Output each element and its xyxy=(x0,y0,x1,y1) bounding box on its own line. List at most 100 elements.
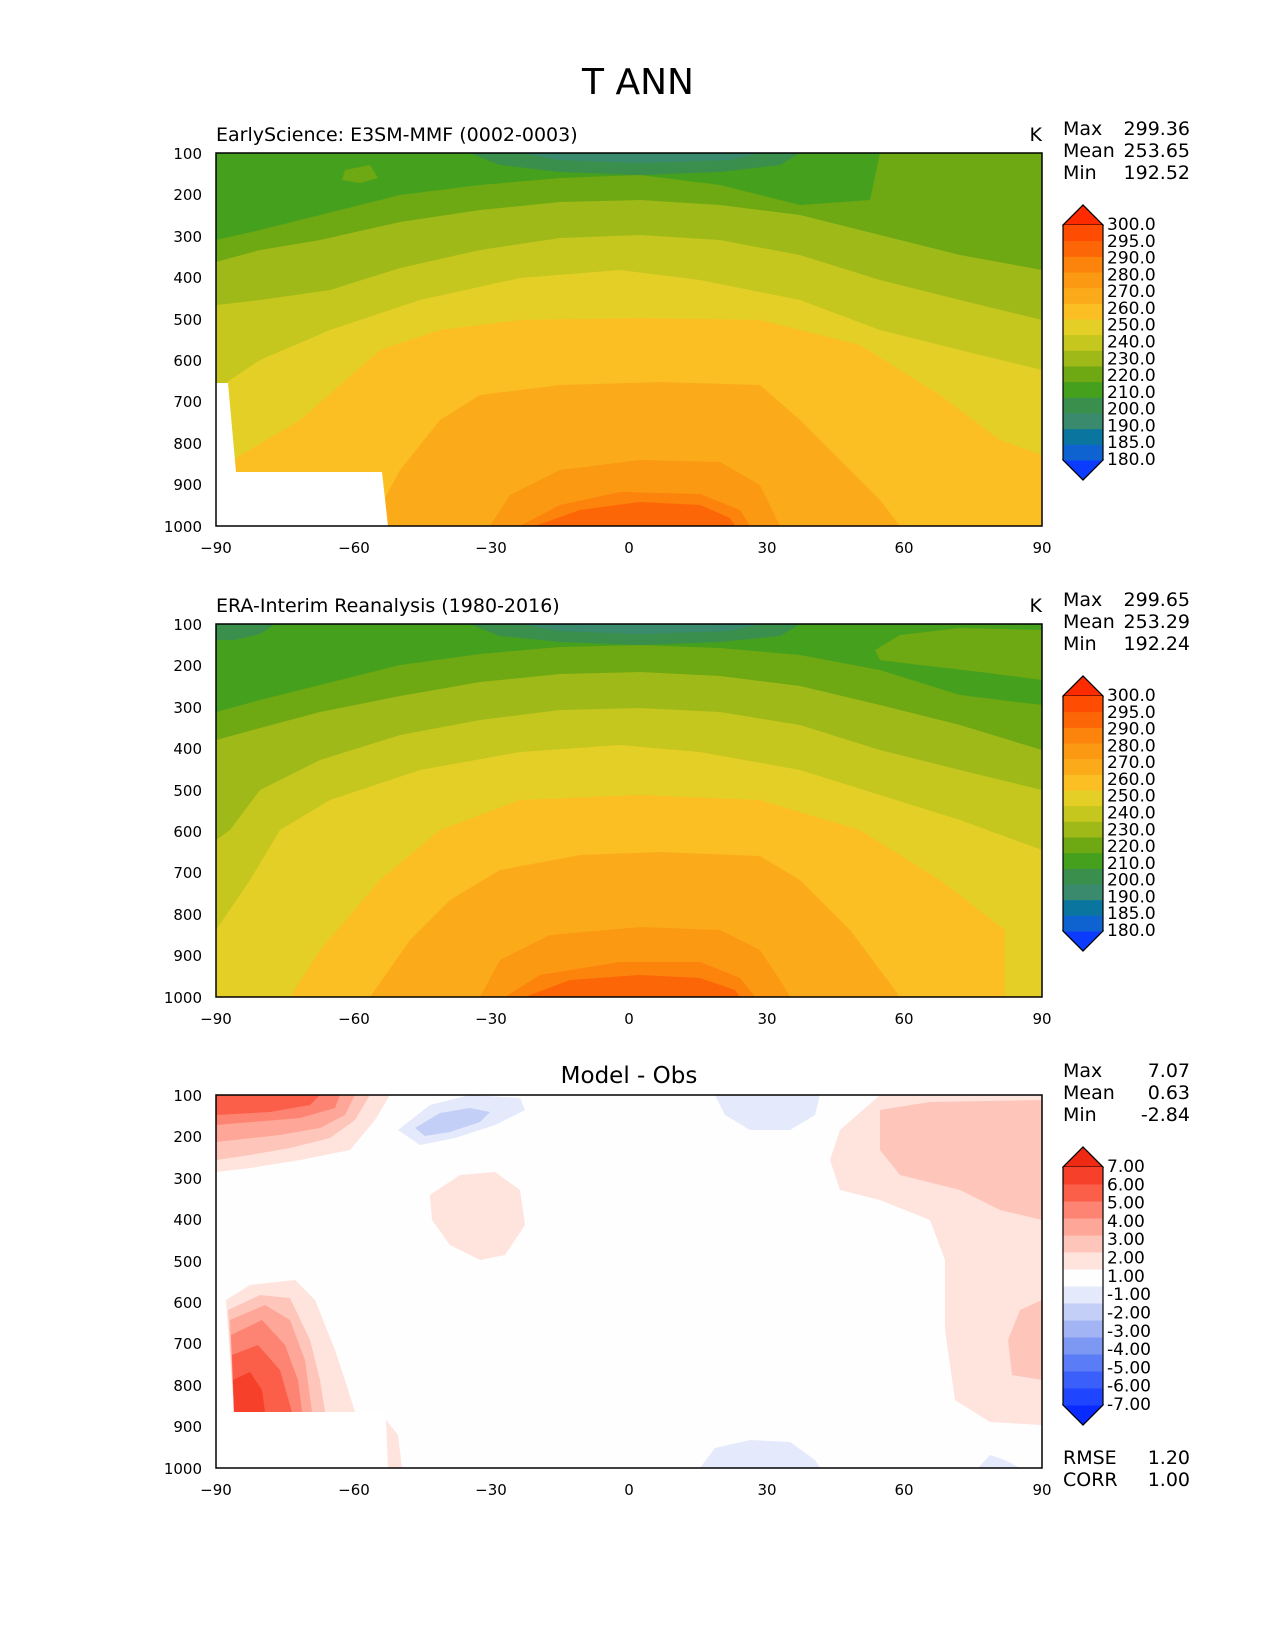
colorbar-tick-label: 4.00 xyxy=(1107,1212,1145,1232)
plot-frame xyxy=(215,1094,1043,1469)
y-tick-label: 600 xyxy=(173,1294,202,1312)
max-value: 7.07 xyxy=(1148,1060,1190,1082)
colorbar-segment xyxy=(1063,287,1103,304)
colorbar-tick-label: -6.00 xyxy=(1107,1377,1151,1397)
max-label: Max xyxy=(1063,589,1102,611)
colorbar-segment xyxy=(1063,1388,1103,1406)
x-axis-ticks: −90 −60 −30 0 30 60 90 xyxy=(200,1010,1051,1028)
y-tick-label: 400 xyxy=(173,1211,202,1229)
mean-label: Mean xyxy=(1063,140,1115,162)
x-tick-label: −30 xyxy=(475,1481,507,1499)
colorbar-segment xyxy=(1063,397,1103,414)
corr-value: 1.00 xyxy=(1148,1469,1190,1491)
y-tick-label: 700 xyxy=(173,864,202,882)
colorbar-tick-label: 230.0 xyxy=(1107,349,1156,369)
colorbar-extend-min xyxy=(1061,1404,1105,1426)
colorbar-tick-label: -3.00 xyxy=(1107,1322,1151,1342)
min-value: 192.52 xyxy=(1124,162,1190,184)
x-tick-label: −60 xyxy=(338,1010,370,1028)
colorbar-segment xyxy=(1063,805,1103,822)
colorbar-tick-label: 220.0 xyxy=(1107,366,1156,386)
max-value: 299.36 xyxy=(1124,118,1190,140)
colorbar-segment xyxy=(1063,1354,1103,1372)
colorbar-extend-max xyxy=(1061,204,1105,226)
colorbar-segment xyxy=(1063,1371,1103,1389)
y-tick-label: 100 xyxy=(173,145,202,163)
rmse-label: RMSE xyxy=(1063,1447,1117,1469)
x-tick-label: −30 xyxy=(475,1010,507,1028)
colorbar-segment xyxy=(1063,1337,1103,1355)
min-label: Min xyxy=(1063,633,1097,655)
x-tick-label: −90 xyxy=(200,539,232,557)
stats-block: Max 299.65 Mean 253.29 Min 192.24 xyxy=(1063,589,1190,655)
colorbar-segment xyxy=(1063,366,1103,383)
colorbar-tick-label: 280.0 xyxy=(1107,736,1156,756)
y-tick-label: 900 xyxy=(173,476,202,494)
colorbar-segment xyxy=(1063,1320,1103,1338)
plot-frame xyxy=(215,152,1043,527)
colorbar-tick-label: 3.00 xyxy=(1107,1230,1145,1250)
colorbar-tick-label: 230.0 xyxy=(1107,820,1156,840)
colorbar-segment xyxy=(1063,381,1103,398)
colorbar-segment xyxy=(1063,1167,1103,1185)
colorbar-tick-label: 200.0 xyxy=(1107,400,1156,420)
panel-obs: ERA-Interim Reanalysis (1980-2016) K 100… xyxy=(164,589,1190,1028)
colorbar-segment xyxy=(1063,711,1103,728)
max-label: Max xyxy=(1063,1060,1102,1082)
colorbar-segment xyxy=(1063,428,1103,445)
colorbar-segment xyxy=(1063,915,1103,932)
x-tick-label: 0 xyxy=(624,539,634,557)
y-tick-label: 1000 xyxy=(164,518,202,536)
x-tick-label: 0 xyxy=(624,1481,634,1499)
y-tick-label: 200 xyxy=(173,1128,202,1146)
colorbar-tick-label: 190.0 xyxy=(1107,887,1156,907)
panel-title: Model - Obs xyxy=(561,1063,698,1089)
colorbar-tick-label: 185.0 xyxy=(1107,904,1156,924)
colorbar-tick-label: 7.00 xyxy=(1107,1157,1145,1177)
rmse-value: 1.20 xyxy=(1148,1447,1190,1469)
colorbar-segment xyxy=(1063,790,1103,807)
colorbar-segment xyxy=(1063,1218,1103,1236)
colorbar-tick-label: 280.0 xyxy=(1107,265,1156,285)
colorbar-tick-label: 185.0 xyxy=(1107,433,1156,453)
plot-frame xyxy=(215,623,1043,998)
panel-model: EarlyScience: E3SM-MMF (0002-0003) K 100… xyxy=(164,118,1190,557)
contour-field xyxy=(216,1095,1042,1468)
panel-title: ERA-Interim Reanalysis (1980-2016) xyxy=(216,595,560,617)
y-tick-label: 700 xyxy=(173,1335,202,1353)
colorbar-segment xyxy=(1063,758,1103,775)
min-value: -2.84 xyxy=(1141,1104,1190,1126)
colorbar-tick-label: 260.0 xyxy=(1107,770,1156,790)
colorbar-tick-label: 180.0 xyxy=(1107,921,1156,941)
y-axis-ticks: 100 200 300 400 500 600 700 800 900 1000 xyxy=(164,616,202,1007)
x-tick-label: 90 xyxy=(1032,1010,1051,1028)
contour-field xyxy=(216,624,1042,997)
colorbar: 300.0295.0290.0280.0270.0260.0250.0240.0… xyxy=(1061,675,1156,952)
figure-title: T ANN xyxy=(581,62,694,103)
colorbar-segment xyxy=(1063,837,1103,854)
units-label: K xyxy=(1030,595,1043,617)
colorbar-tick-label: -4.00 xyxy=(1107,1340,1151,1360)
colorbar-tick-label: 290.0 xyxy=(1107,249,1156,269)
colorbar-segment xyxy=(1063,1286,1103,1304)
y-tick-label: 500 xyxy=(173,1253,202,1271)
colorbar-tick-label: 250.0 xyxy=(1107,787,1156,807)
colorbar-segment xyxy=(1063,334,1103,351)
stats-block: Max 7.07 Mean 0.63 Min -2.84 xyxy=(1063,1060,1190,1126)
colorbar-segment xyxy=(1063,413,1103,430)
y-tick-label: 400 xyxy=(173,740,202,758)
colorbar-tick-label: 260.0 xyxy=(1107,299,1156,319)
colorbar-segment xyxy=(1063,743,1103,760)
panel-difference: Model - Obs 100 200 300 400 500 600 700 … xyxy=(164,1060,1190,1499)
colorbar-segment xyxy=(1063,1303,1103,1321)
colorbar-tick-label: 5.00 xyxy=(1107,1194,1145,1214)
colorbar-extend-max xyxy=(1061,675,1105,697)
corr-label: CORR xyxy=(1063,1469,1118,1491)
max-label: Max xyxy=(1063,118,1102,140)
y-axis-ticks: 100 200 300 400 500 600 700 800 900 1000 xyxy=(164,1087,202,1478)
x-tick-label: 60 xyxy=(894,1010,913,1028)
y-tick-label: 500 xyxy=(173,782,202,800)
colorbar-tick-label: 210.0 xyxy=(1107,854,1156,874)
min-label: Min xyxy=(1063,1104,1097,1126)
